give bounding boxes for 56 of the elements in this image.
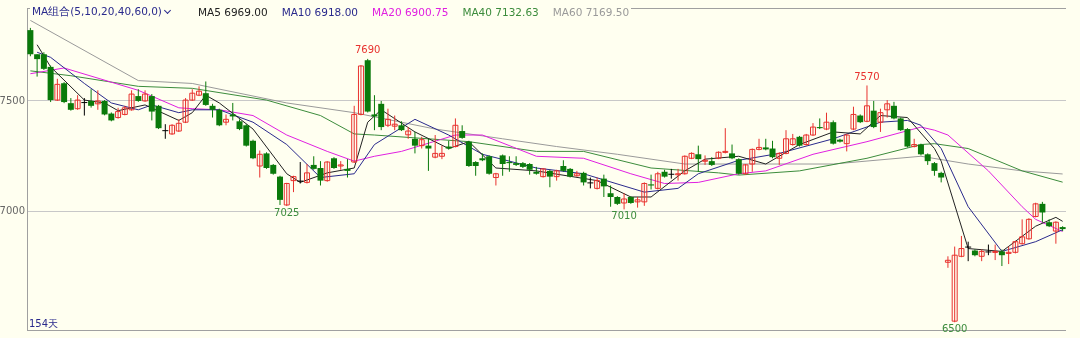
candlestick <box>162 123 169 140</box>
text: MA60 7169.50 <box>552 6 630 18</box>
candlestick <box>546 169 553 188</box>
candlestick <box>884 99 891 119</box>
y-tick-label: 7500 <box>0 94 25 106</box>
candlestick <box>1046 218 1053 228</box>
candlestick <box>256 150 263 179</box>
candlestick <box>452 117 459 148</box>
candlestick <box>344 158 351 179</box>
legend-title: MA组合(5,10,20,40,60,0) <box>32 5 162 19</box>
candlestick <box>411 131 418 154</box>
text: MA10 6918.00 <box>281 6 358 18</box>
candlestick <box>998 248 1005 267</box>
candlestick <box>540 167 547 179</box>
candlestick <box>702 154 709 166</box>
candlestick <box>425 138 432 172</box>
candlestick <box>600 174 607 198</box>
text: MA40 7132.63 <box>462 6 539 18</box>
candlestick <box>621 192 628 210</box>
candlestick <box>283 182 290 207</box>
annotation: 7025 <box>274 206 300 218</box>
annotation: 6500 <box>941 322 968 334</box>
annotation: 7010 <box>611 209 637 221</box>
annotation: 154天 <box>29 317 59 329</box>
candlestick <box>303 163 310 184</box>
candlestick <box>1039 201 1046 223</box>
candlestick <box>202 80 209 107</box>
text: MA5 6969.00 <box>197 6 268 18</box>
candlestick <box>877 108 884 133</box>
candlestick <box>668 168 675 180</box>
candlestick <box>223 113 230 126</box>
candlestick <box>88 88 95 109</box>
candlestick <box>870 100 877 129</box>
candlestick <box>729 144 736 160</box>
annotation: 7570 <box>854 71 880 83</box>
candlestick <box>695 145 702 173</box>
candlestick <box>1052 220 1059 245</box>
candlestick <box>61 81 68 104</box>
text: MA20 6900.75 <box>372 6 449 18</box>
candlestick <box>607 184 614 208</box>
candlestick <box>573 170 580 178</box>
y-tick-label: 7000 <box>0 205 25 217</box>
candlestick <box>594 177 601 190</box>
candlestick <box>81 97 88 117</box>
candlestick <box>324 160 331 183</box>
candlestick <box>54 78 61 102</box>
candlestick <box>67 97 74 112</box>
candlestick <box>492 172 499 186</box>
candlestick <box>94 89 101 111</box>
candlestick <box>850 106 857 131</box>
candlestick <box>277 175 283 206</box>
candlestick <box>863 84 870 123</box>
candlestick <box>142 89 149 103</box>
annotation: 7690 <box>354 44 381 56</box>
candlestick <box>297 161 304 184</box>
candlestick <box>965 241 972 262</box>
